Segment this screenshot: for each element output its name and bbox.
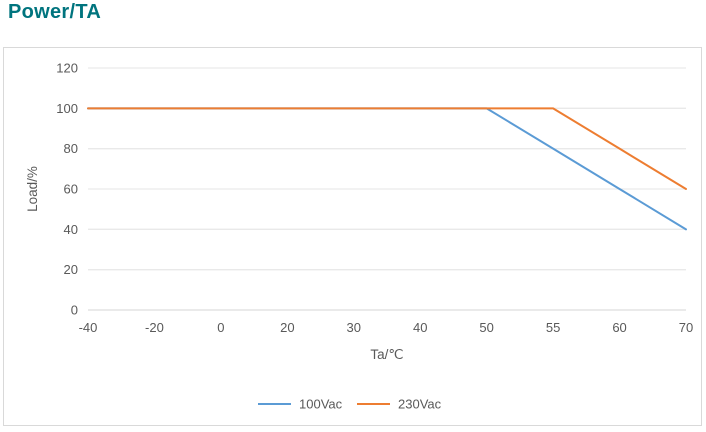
y-tick-label: 120 xyxy=(56,61,78,76)
legend-label-100Vac: 100Vac xyxy=(299,397,343,412)
chart-title: Power/TA xyxy=(8,1,102,23)
x-tick-label: 55 xyxy=(546,320,560,335)
x-tick-label: 0 xyxy=(217,320,224,335)
legend-label-230Vac: 230Vac xyxy=(398,397,442,412)
x-tick-label: 40 xyxy=(413,320,427,335)
chart-frame: 0 20 40 60 80 100 120 -40 -20 0 20 30 40 50 55 60 70 Load… xyxy=(3,47,702,426)
x-tick-label: 30 xyxy=(347,320,361,335)
y-tick-label: 20 xyxy=(64,262,78,277)
x-axis-title: Ta/℃ xyxy=(370,347,403,362)
x-tick-label: -40 xyxy=(79,320,98,335)
x-tick-label: 20 xyxy=(280,320,294,335)
x-tick-label: 60 xyxy=(612,320,626,335)
y-tick-label: 0 xyxy=(71,303,78,318)
series-line-100Vac xyxy=(87,107,687,231)
y-axis-title: Load/% xyxy=(25,166,40,212)
y-tick-label: 100 xyxy=(56,101,78,116)
power-ta-line-chart: 0 20 40 60 80 100 120 -40 -20 0 20 30 40 50 55 60 70 Load… xyxy=(25,61,693,412)
y-tick-label: 60 xyxy=(64,182,78,197)
series-line-230Vac xyxy=(87,107,687,190)
x-tick-label: 50 xyxy=(479,320,493,335)
y-tick-label: 80 xyxy=(64,141,78,156)
x-tick-label: 70 xyxy=(679,320,693,335)
x-tick-label: -20 xyxy=(145,320,164,335)
y-tick-label: 40 xyxy=(64,222,78,237)
